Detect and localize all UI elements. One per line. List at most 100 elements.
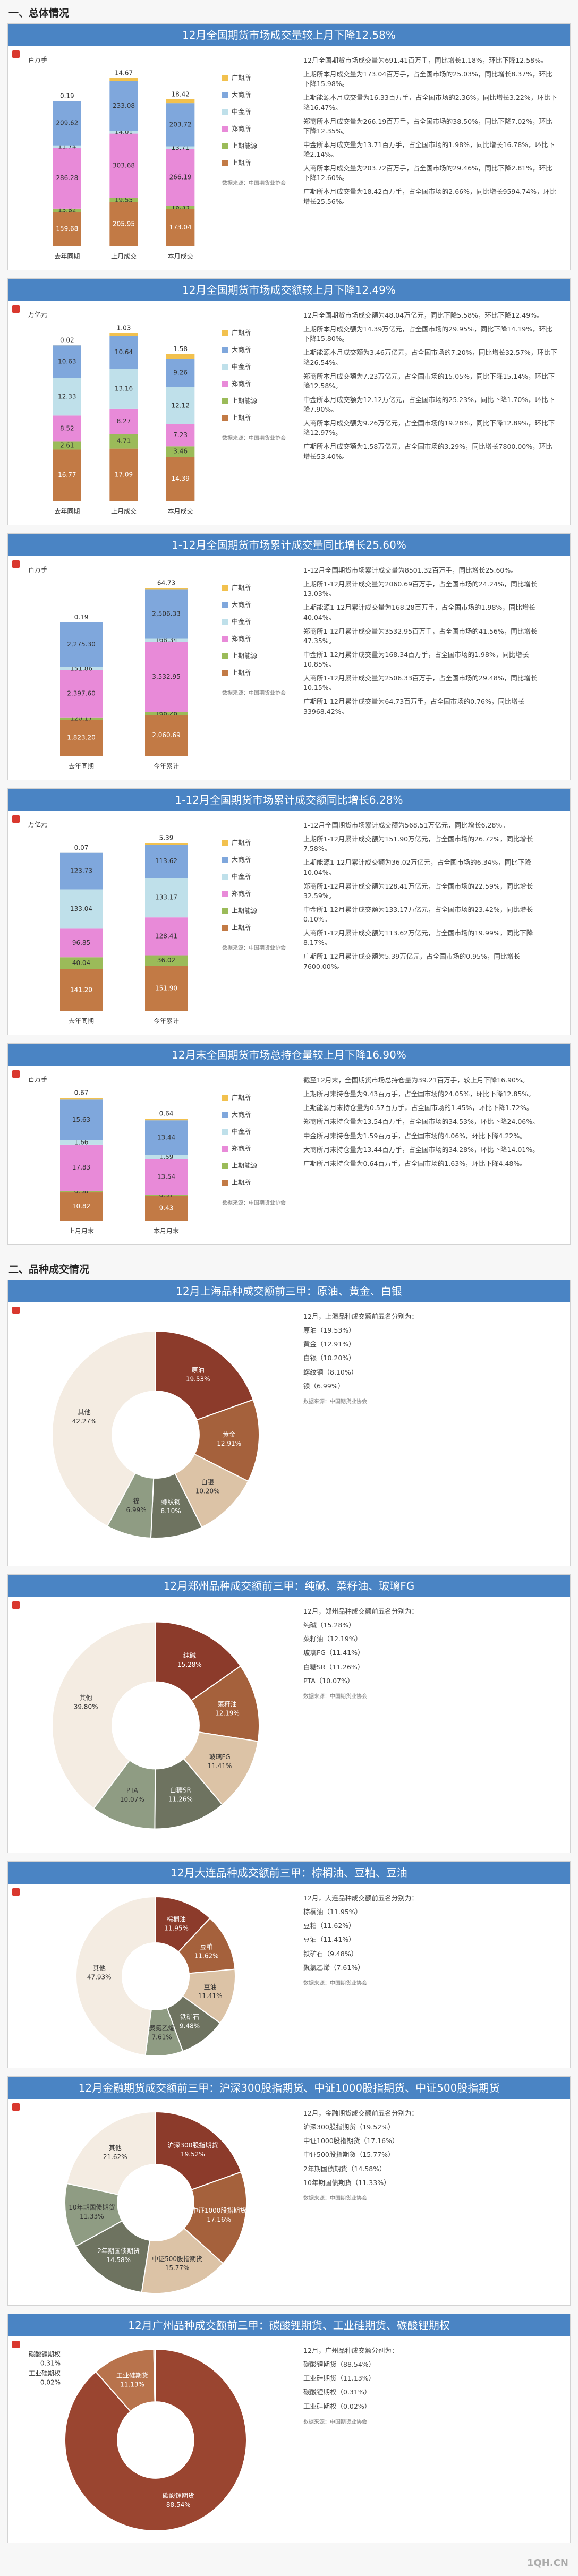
source: 数据来源：中国期货业协会 (303, 1980, 367, 1986)
data-label: 17.09 (115, 471, 133, 478)
data-label: 205.95 (113, 220, 135, 227)
legend-swatch (222, 1112, 228, 1118)
legend-swatch (222, 381, 228, 387)
data-label: 0.64 (159, 1110, 174, 1118)
logo-icon (12, 815, 20, 823)
donut-segment (75, 2220, 151, 2293)
segment-value: 11.33% (80, 2213, 104, 2220)
bar-segment (109, 78, 138, 81)
logo-icon (12, 560, 20, 568)
panel: 1-12月全国期货市场累计成交额同比增长6.28% 万亿元 141.20 40.04 9… (7, 788, 571, 1035)
donut-segment (52, 1621, 156, 1810)
note: 郑商所月末持仓量为13.54百万手，占全国市场的34.53%，环比下降24.06… (303, 1118, 539, 1126)
segment-label: 豆粕 (200, 1943, 213, 1951)
note: 广期所本月成交量为18.42百万手，占全国市场的2.66%，同比增长9594.7… (303, 187, 557, 206)
note: 郑商所1-12月累计成交量为3532.95百万手，占全国市场的41.56%，同比… (303, 627, 538, 645)
legend-swatch (222, 109, 228, 115)
segment-label: 工业硅期货 (116, 2371, 148, 2379)
legend-label: 大商所 (232, 1111, 251, 1119)
note: 大商所1-12月累计成交量为2506.33百万手，占全国市场的29.48%，同比… (303, 674, 538, 692)
notes: 12月，金融期货成交额前五名分别为： 沪深300股指期货（19.52%） 中证100… (303, 2109, 558, 2207)
legend-swatch (222, 840, 228, 846)
data-label: 203.72 (169, 121, 192, 128)
legend-label: 中金所 (232, 1128, 251, 1136)
legend-swatch (222, 585, 228, 591)
legend-label: 上期所 (232, 159, 251, 167)
note: 聚氯乙烯（7.61%） (303, 1963, 364, 1972)
bar-segment (60, 1144, 103, 1191)
segment-value: 47.93% (87, 1974, 112, 1981)
bar-segment (145, 1155, 188, 1159)
notes: 12月全国期货市场成交量为691.41百万手，同比增长1.18%，环比下降12.… (303, 56, 558, 211)
legend-swatch (222, 1163, 228, 1169)
segment-value: 10.07% (120, 1796, 144, 1803)
segment-value: 19.52% (181, 2151, 205, 2158)
bar-segment (60, 852, 103, 890)
note: 12月，郑州品种成交额前五名分别为： (303, 1607, 418, 1615)
segment-value: 21.62% (103, 2153, 128, 2161)
panel-title: 12月全国期货市场成交额较上月下降12.49% (8, 279, 570, 301)
note: 10年期国债期货（11.33%） (303, 2178, 390, 2187)
data-label: 303.68 (113, 162, 135, 169)
source: 数据来源：中国期货业协会 (303, 1398, 367, 1405)
segment-value: 12.19% (215, 1710, 240, 1717)
panel: 12月大连品种成交额前三甲：棕榈油、豆粕、豆油 棕榈油 11.95% 豆粕 11.62%… (7, 1861, 571, 2068)
legend-swatch (222, 415, 228, 421)
note: 中金所月末持仓量为1.59百万手，占全国市场的4.06%，环比下降4.22%。 (303, 1131, 526, 1140)
note: 12月，金融期货成交额前五名分别为： (303, 2109, 418, 2117)
data-label: 133.17 (155, 894, 177, 901)
note: 黄金（12.91%） (303, 1340, 355, 1349)
note: 截至12月末，全国期货市场总持仓量为39.21百万手，较上月下降16.90%。 (303, 1076, 529, 1084)
note: 中证500股指期货（15.77%） (303, 2151, 395, 2159)
data-label: 2.61 (60, 441, 74, 449)
legend-swatch (222, 1146, 228, 1152)
x-tick-label: 本月月末 (154, 1227, 179, 1235)
logo-icon (12, 1307, 20, 1314)
panel-title: 12月金融期货成交额前三甲：沪深300股指期货、中证1000股指期货、中证500… (8, 2077, 570, 2099)
note: 广期所1-12月累计成交量为64.73百万手，占全国市场的0.76%，同比增长3… (303, 697, 525, 715)
source: 数据来源：中国期货业协会 (222, 180, 286, 186)
logo-icon (12, 305, 20, 313)
source: 数据来源：中国期货业协会 (222, 689, 286, 696)
segment-label: 玻璃FG (209, 1753, 230, 1761)
note: PTA（10.07%） (303, 1676, 354, 1685)
data-label: 2,060.69 (152, 731, 180, 739)
note: 中金所本月成交量为13.71百万手，占全国市场的1.98%，同比增长16.78%… (303, 140, 555, 158)
chart: 百万手159.6815.82286.2811.74209.620.19去年同期2… (28, 56, 286, 260)
logo-icon (12, 1070, 20, 1078)
note: 上期能源1-12月累计成交量为168.28百万手，占全国市场的1.98%，同比增… (303, 603, 536, 621)
segment-value: 11.13% (120, 2381, 144, 2388)
data-label: 1,823.20 (67, 734, 95, 741)
segment-label: 碳酸锂期权 (29, 2350, 61, 2358)
panel: 12月全国期货市场成交量较上月下降12.58% 百万手 159.68 15.82 286… (7, 23, 571, 270)
bar-segment (166, 99, 195, 104)
bar-segment (145, 955, 188, 966)
legend-label: 上期能源 (232, 142, 257, 150)
legend-swatch (222, 364, 228, 370)
source: 数据来源：中国期货业协会 (222, 1199, 286, 1206)
segment-label: 工业硅期权 (29, 2370, 61, 2377)
bar-segment (145, 844, 188, 878)
bar-segment (166, 206, 195, 209)
note: 菜籽油（12.19%） (303, 1635, 362, 1643)
legend-swatch (222, 347, 228, 353)
source: 数据来源：中国期货业协会 (303, 1693, 367, 1700)
note: 大商所1-12月累计成交额为113.62万亿元，占全国市场的19.99%，同比下… (303, 929, 533, 947)
note: 2年期国债期货（14.58%） (303, 2164, 386, 2173)
note: 大商所月末持仓量为13.44百万手，占全国市场的34.28%，环比下降14.01… (303, 1145, 539, 1154)
bar-segment (145, 589, 188, 639)
bar-segment (145, 1196, 188, 1221)
data-label: 12.33 (58, 393, 76, 400)
note: 中金所1-12月累计成交额为133.17万亿元，占全国市场的23.42%，同比增… (303, 905, 533, 923)
x-tick-label: 去年同期 (69, 763, 94, 770)
legend-label: 广期所 (232, 74, 251, 82)
data-label: 64.73 (157, 579, 175, 587)
segment-value: 0.31% (40, 2360, 61, 2367)
note: 郑商所本月成交量为266.19百万手，占全国市场的38.50%，同比下降7.02… (303, 117, 552, 135)
bar-segment (166, 103, 195, 147)
logo-icon (12, 2103, 20, 2111)
data-label: 7.23 (173, 431, 188, 439)
segment-value: 15.77% (165, 2264, 190, 2272)
legend-label: 上期所 (232, 924, 251, 932)
